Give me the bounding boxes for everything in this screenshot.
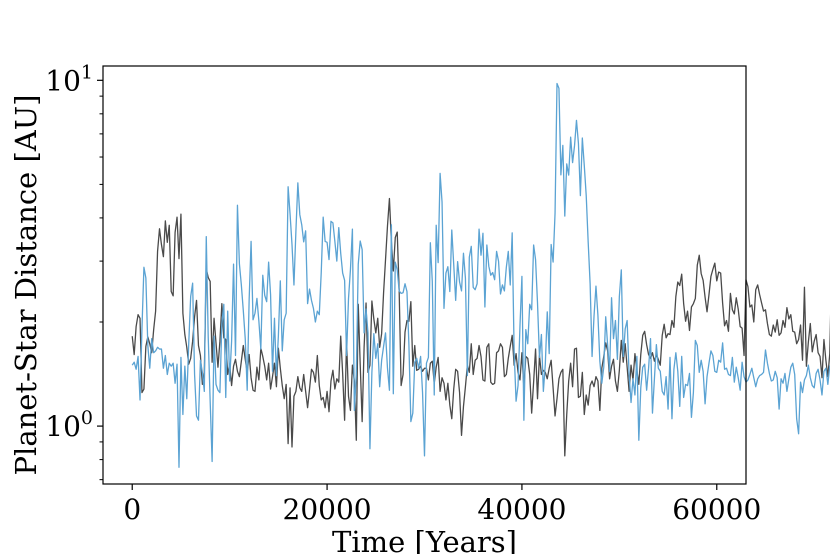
x-tick-label: 40000 bbox=[477, 493, 566, 526]
x-tick-label: 0 bbox=[123, 493, 141, 526]
y-tick-label: 101 bbox=[45, 61, 93, 97]
y-tick-label: 100 bbox=[45, 407, 93, 443]
x-tick-label: 60000 bbox=[672, 493, 761, 526]
series-layer bbox=[131, 82, 830, 468]
plot-frame bbox=[102, 65, 747, 485]
series-line-1 bbox=[131, 197, 830, 457]
y-axis-label: Planet-Star Distance [AU] bbox=[9, 95, 43, 476]
series-line-2 bbox=[131, 82, 830, 468]
x-axis-label: Time [Years] bbox=[332, 525, 517, 554]
ticks-layer: 0 20000 40000 60000 100 101 bbox=[45, 61, 761, 526]
x-tick-label: 20000 bbox=[283, 493, 372, 526]
